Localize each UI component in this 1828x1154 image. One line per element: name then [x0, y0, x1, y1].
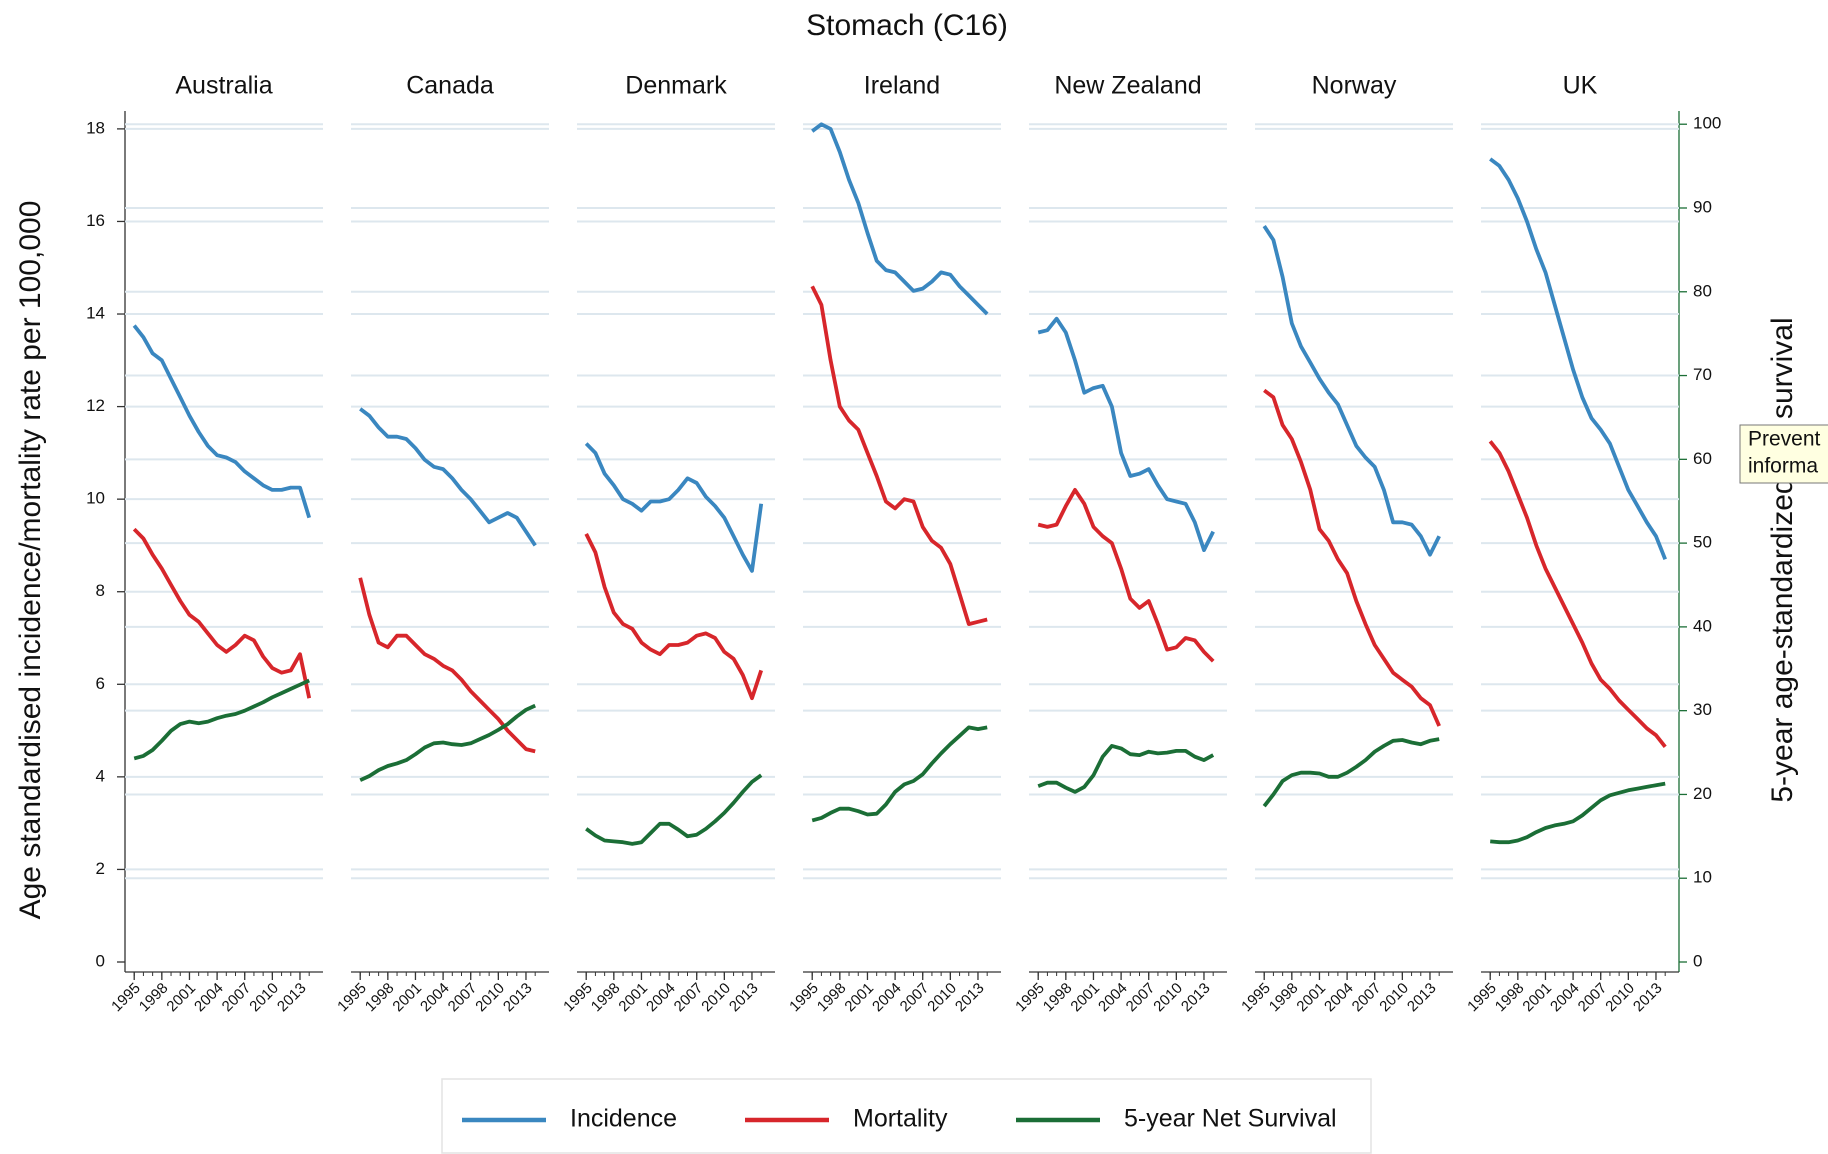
series-line — [132, 324, 312, 519]
tooltip-text: informa — [1748, 455, 1818, 478]
panel-title: Canada — [406, 72, 494, 100]
y2-tick-label: 100 — [1693, 114, 1721, 133]
series-line — [1037, 744, 1215, 794]
panel-title: Ireland — [864, 72, 940, 100]
y-tick-label: 8 — [96, 581, 105, 600]
legend-label: Incidence — [570, 1105, 677, 1133]
legend-label: 5-year Net Survival — [1124, 1105, 1337, 1133]
panel-title: Denmark — [625, 72, 727, 100]
series-line — [358, 577, 536, 754]
y-tick-label: 4 — [96, 766, 105, 785]
panel-title: Australia — [175, 72, 272, 100]
tooltip-text: Prevent — [1748, 428, 1821, 451]
y-tick-label: 14 — [86, 304, 105, 323]
panel-title: New Zealand — [1054, 72, 1201, 100]
series-line — [811, 725, 988, 823]
legend-box — [441, 1078, 1372, 1154]
y2-tick-label: 10 — [1693, 868, 1712, 887]
tooltip: Prevent informa — [1739, 424, 1828, 484]
legend-label: Mortality — [853, 1105, 948, 1133]
series-line — [359, 407, 537, 547]
series-line — [1490, 781, 1666, 845]
y-tick-label: 16 — [86, 211, 105, 230]
series-line — [1489, 157, 1667, 561]
panel-title: UK — [1563, 72, 1598, 100]
y2-axis-label: 5-year age-standardized net survival — [1766, 317, 1799, 802]
y2-tick-label: 90 — [1693, 197, 1712, 216]
y2-tick-label: 80 — [1693, 281, 1712, 300]
series-line — [1262, 737, 1440, 808]
series-line — [359, 703, 536, 782]
y2-tick-label: 0 — [1693, 951, 1702, 970]
series-line — [810, 285, 988, 626]
series-line — [584, 533, 764, 701]
panel-title: Norway — [1312, 72, 1397, 100]
series-line — [132, 527, 312, 699]
series-line — [133, 678, 310, 761]
y-tick-label: 18 — [86, 118, 105, 137]
y2-tick-label: 40 — [1693, 616, 1712, 635]
y-tick-label: 6 — [96, 674, 105, 693]
series-line — [1263, 388, 1441, 727]
y2-tick-label: 50 — [1693, 533, 1712, 552]
series-line — [811, 122, 989, 316]
series-line — [585, 773, 763, 846]
y-tick-label: 10 — [86, 489, 105, 508]
series-line — [1037, 488, 1215, 663]
y2-tick-label: 30 — [1693, 700, 1712, 719]
y2-tick-label: 20 — [1693, 784, 1712, 803]
tooltip-box — [1739, 424, 1828, 484]
series-line — [1037, 316, 1215, 552]
series-line — [1488, 440, 1667, 748]
y-tick-label: 2 — [96, 859, 105, 878]
y-tick-label: 0 — [96, 951, 105, 970]
y-tick-label: 12 — [86, 396, 105, 415]
series-line — [584, 442, 764, 573]
y-axis-label: Age standardised incidence/mortality rat… — [14, 201, 47, 920]
chart-title: Stomach (C16) — [806, 9, 1008, 42]
series-line — [1262, 225, 1441, 557]
y2-tick-label: 70 — [1693, 365, 1712, 384]
y2-tick-label: 60 — [1693, 449, 1712, 468]
